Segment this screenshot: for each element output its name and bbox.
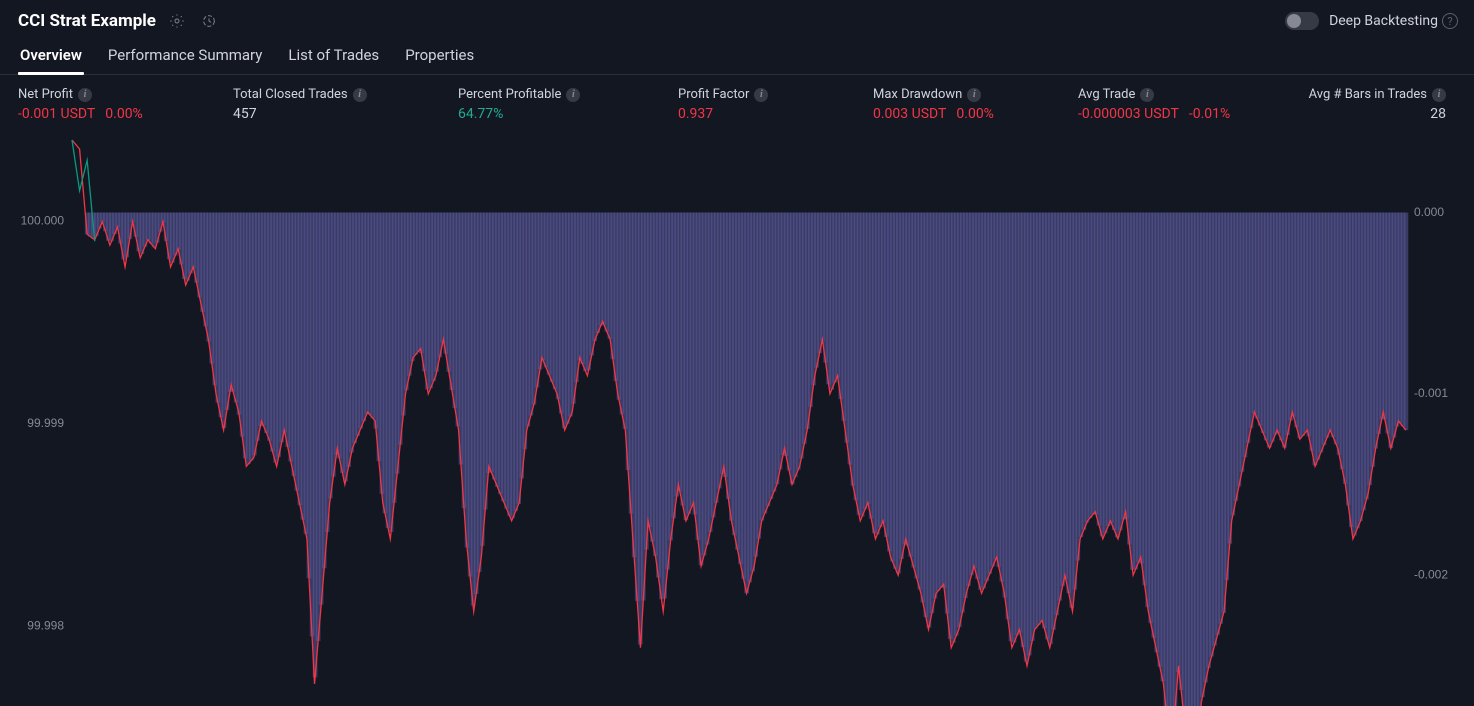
metric-label: Profit Factori	[678, 87, 863, 102]
deep-backtesting-toggle[interactable]	[1285, 12, 1319, 30]
info-icon[interactable]: i	[967, 88, 981, 102]
metric-value: 28	[1309, 106, 1446, 122]
metric-value: -0.000003 USDT-0.01%	[1078, 106, 1298, 122]
tab-bar: Overview Performance Summary List of Tra…	[0, 38, 1474, 75]
info-icon[interactable]: i	[566, 88, 580, 102]
metric-value: -0.001 USDT0.00%	[18, 106, 223, 122]
metric-label: Avg Tradei	[1078, 87, 1298, 102]
help-icon[interactable]: ?	[1442, 13, 1458, 29]
tab-performance-summary[interactable]: Performance Summary	[106, 38, 264, 74]
metric-value: 457	[233, 106, 448, 122]
metrics-row: Net Profiti -0.001 USDT0.00% Total Closed …	[0, 75, 1474, 126]
metric-label: Max Drawdowni	[873, 87, 1068, 102]
metric-avg-trade: Avg Tradei -0.000003 USDT-0.01%	[1078, 87, 1308, 122]
info-icon[interactable]: i	[78, 88, 92, 102]
equity-chart[interactable]	[10, 132, 1464, 706]
metric-avg-bars-in-trades: Avg # Bars in Tradesi 28	[1309, 87, 1456, 122]
tab-properties[interactable]: Properties	[403, 38, 476, 74]
metric-max-drawdown: Max Drawdowni 0.003 USDT0.00%	[873, 87, 1078, 122]
metric-value: 0.003 USDT0.00%	[873, 106, 1068, 122]
metric-net-profit: Net Profiti -0.001 USDT0.00%	[18, 87, 233, 122]
info-icon[interactable]: i	[353, 88, 367, 102]
metric-label: Percent Profitablei	[458, 87, 668, 102]
tab-list-of-trades[interactable]: List of Trades	[286, 38, 381, 74]
deep-backtesting-label: Deep Backtesting	[1329, 13, 1438, 29]
info-icon[interactable]: i	[1432, 88, 1446, 102]
refresh-icon[interactable]	[198, 10, 220, 32]
metric-value: 0.937	[678, 106, 863, 122]
metric-label: Net Profiti	[18, 87, 223, 102]
settings-icon[interactable]	[166, 10, 188, 32]
info-icon[interactable]: i	[1140, 88, 1154, 102]
metric-profit-factor: Profit Factori 0.937	[678, 87, 873, 122]
metric-value: 64.77%	[458, 106, 668, 122]
strategy-header: CCI Strat Example Deep Backtesting ?	[0, 0, 1474, 38]
metric-label: Avg # Bars in Tradesi	[1309, 87, 1446, 102]
metric-percent-profitable: Percent Profitablei 64.77%	[458, 87, 678, 122]
metric-label: Total Closed Tradesi	[233, 87, 448, 102]
metric-total-closed-trades: Total Closed Tradesi 457	[233, 87, 458, 122]
strategy-title: CCI Strat Example	[18, 11, 156, 31]
info-icon[interactable]: i	[754, 88, 768, 102]
tab-overview[interactable]: Overview	[18, 38, 84, 74]
